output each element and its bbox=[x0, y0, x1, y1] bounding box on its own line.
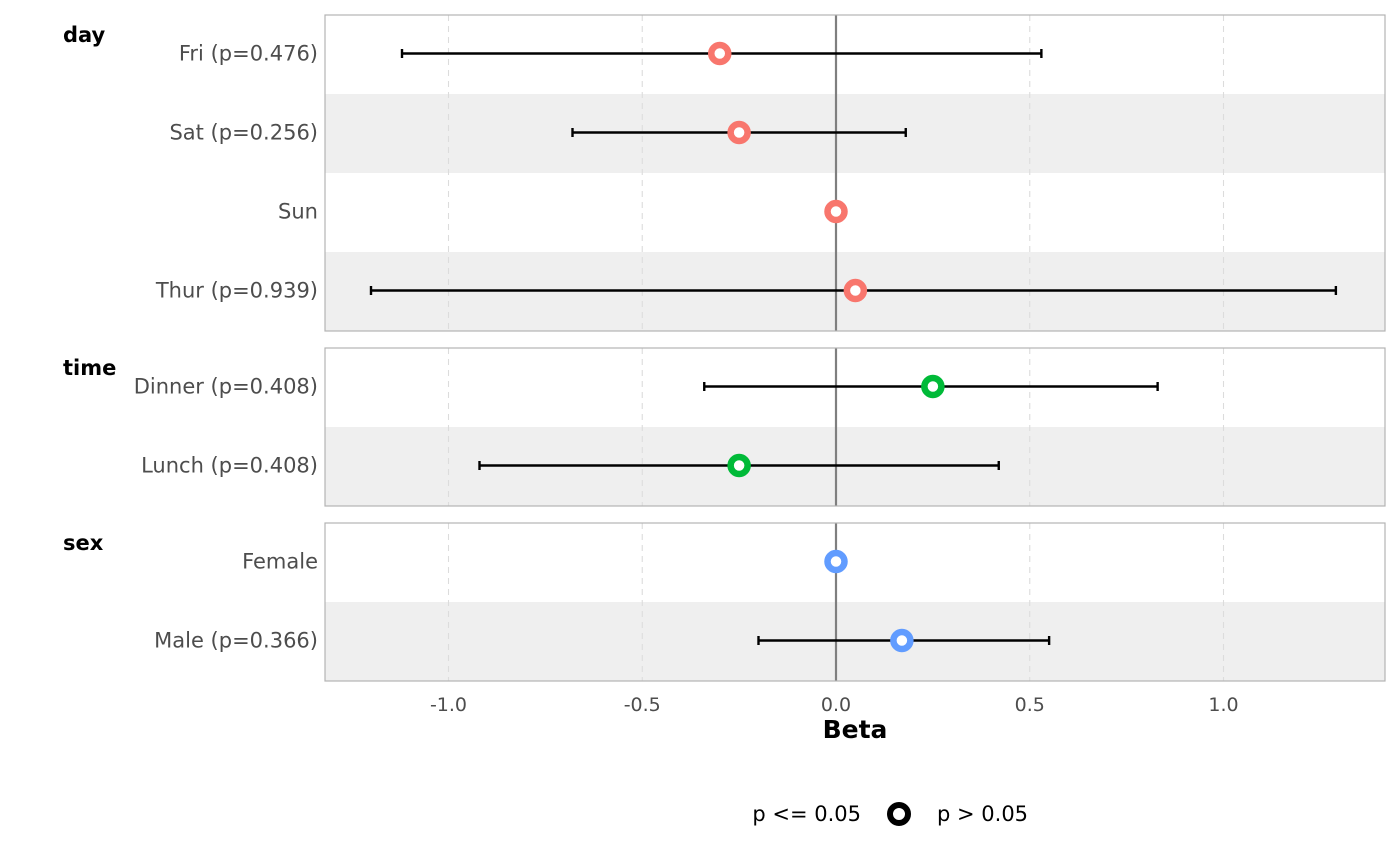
grid-lines bbox=[447, 15, 1225, 681]
estimate-point bbox=[921, 374, 945, 399]
legend-label-significant: p <= 0.05 bbox=[752, 802, 861, 826]
estimate-points bbox=[708, 41, 945, 653]
estimate-point bbox=[727, 120, 751, 145]
group-label: time bbox=[63, 356, 116, 380]
panel-border bbox=[324, 522, 1386, 682]
legend-marker-icon bbox=[887, 802, 911, 826]
row-labels: Fri (p=0.476) Sat (p=0.256) Sun Thur (p=0.9… bbox=[134, 42, 318, 653]
panel-borders bbox=[324, 14, 1386, 682]
estimate-point bbox=[890, 628, 914, 653]
x-tick-label: 0.0 bbox=[821, 694, 851, 716]
row-label: Dinner (p=0.408) bbox=[134, 375, 318, 399]
x-tick-label: -0.5 bbox=[624, 694, 661, 716]
group-labels: day time sex bbox=[63, 23, 116, 555]
panel-border bbox=[324, 347, 1386, 507]
estimate-point bbox=[843, 278, 868, 303]
row-label: Lunch (p=0.408) bbox=[141, 454, 318, 478]
group-label: sex bbox=[63, 531, 104, 555]
estimate-point bbox=[727, 453, 751, 478]
row-label: Fri (p=0.476) bbox=[179, 42, 318, 66]
legend-label-nonsignificant: p > 0.05 bbox=[937, 802, 1028, 826]
x-tick-label: 0.5 bbox=[1015, 694, 1045, 716]
estimate-point bbox=[824, 549, 848, 574]
x-axis-title: Beta bbox=[823, 715, 888, 744]
row-label: Sat (p=0.256) bbox=[169, 121, 318, 145]
row-label: Female bbox=[242, 550, 318, 574]
legend: p <= 0.05 p > 0.05 bbox=[752, 802, 1028, 826]
x-axis-ticks: -1.0 -0.5 0.0 0.5 1.0 bbox=[430, 694, 1239, 716]
panel-border bbox=[324, 14, 1386, 332]
x-tick-label: -1.0 bbox=[430, 694, 467, 716]
estimate-point bbox=[708, 41, 732, 66]
group-label: day bbox=[63, 23, 106, 47]
row-label: Male (p=0.366) bbox=[154, 629, 318, 653]
estimate-point bbox=[824, 199, 848, 224]
row-label: Sun bbox=[278, 200, 318, 224]
row-label: Thur (p=0.939) bbox=[155, 279, 318, 303]
x-tick-label: 1.0 bbox=[1208, 694, 1238, 716]
